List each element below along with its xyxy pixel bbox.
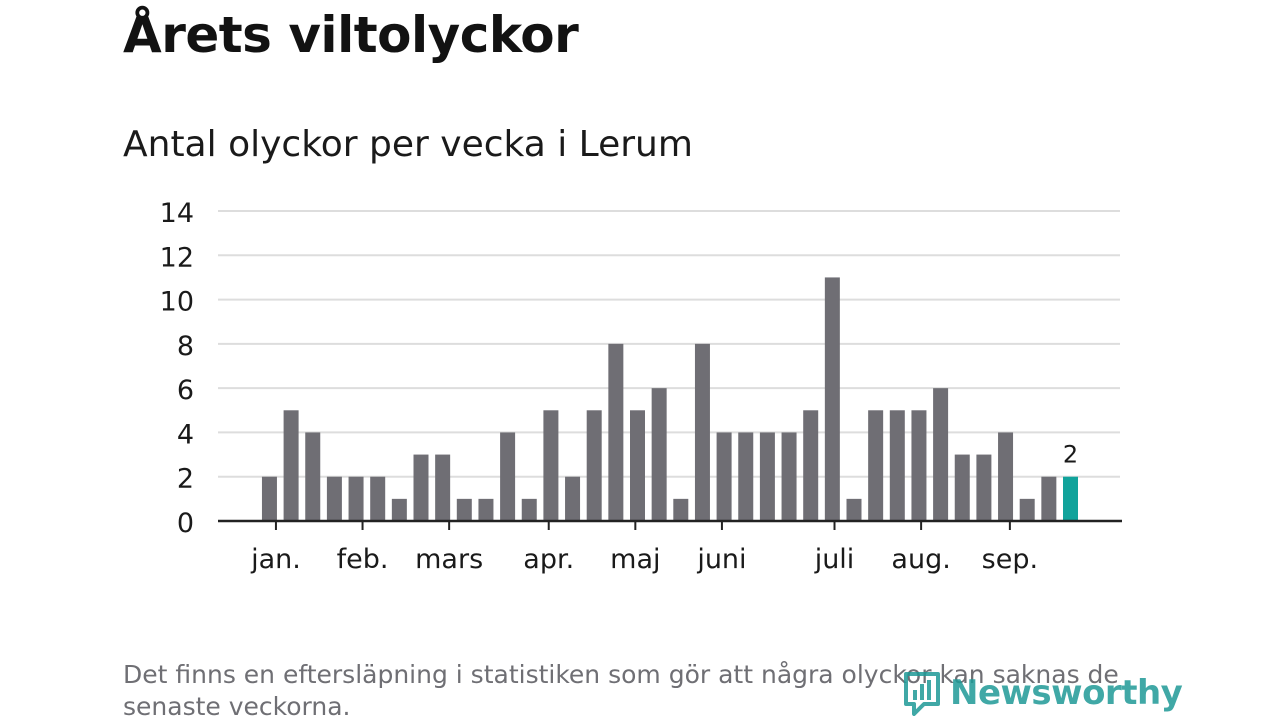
bar [370,476,386,521]
footnote: Det finns en eftersläpning i statistiken… [123,660,1119,721]
bar [716,432,732,521]
y-tick-label: 14 [160,198,194,229]
x-tick-label: juni [696,544,746,575]
newsworthy-logo: Newsworthy [902,670,1183,716]
x-tick-label: feb. [337,544,389,575]
x-tick-label: aug. [891,544,950,575]
y-tick-label: 2 [177,464,194,495]
bar [565,476,581,521]
bar [759,432,775,521]
bar [998,432,1014,521]
bar [413,454,429,521]
x-tick-label: apr. [523,544,574,575]
bar [651,388,667,521]
bar [391,498,407,521]
chart-subtitle: Antal olyckor per vecka i Lerum [123,124,693,165]
y-tick-label: 0 [177,508,194,539]
newsworthy-logo-icon [904,672,940,716]
y-tick-label: 6 [177,375,194,406]
bar [868,410,884,521]
bar [1019,498,1035,521]
bar [543,410,559,521]
bar [608,343,624,521]
y-tick-label: 4 [177,419,194,450]
bar [326,476,342,521]
x-tick-label: maj [610,544,660,575]
x-tick-label: juli [814,544,855,575]
chart-title: Årets viltolyckor [123,6,579,64]
bar [500,432,516,521]
bar [435,454,451,521]
bar [521,498,537,521]
bar [803,410,819,521]
y-tick-label: 10 [160,287,194,318]
newsworthy-logo-text: Newsworthy [950,673,1183,713]
bar [261,476,277,521]
bar [586,410,602,521]
bar [1041,476,1057,521]
bar [824,277,840,521]
y-tick-label: 12 [160,242,194,273]
bar [630,410,645,521]
bar [673,498,689,521]
bar [478,498,494,521]
bar [456,498,472,521]
y-tick-label: 8 [177,331,194,362]
bar [846,498,862,521]
bar [348,476,364,521]
x-tick-label: mars [415,544,483,575]
bar-highlight [1063,476,1078,521]
x-tick-label: sep. [982,544,1038,575]
bar [976,454,992,521]
bar [954,454,970,521]
x-tick-label: jan. [250,544,301,575]
bar [781,432,797,521]
bar [283,410,299,521]
bar [889,410,905,521]
bar [305,432,321,521]
bar [911,410,927,521]
data-label: 2 [1063,441,1078,469]
bar [738,432,754,521]
bar [694,343,710,521]
bar [933,388,949,521]
